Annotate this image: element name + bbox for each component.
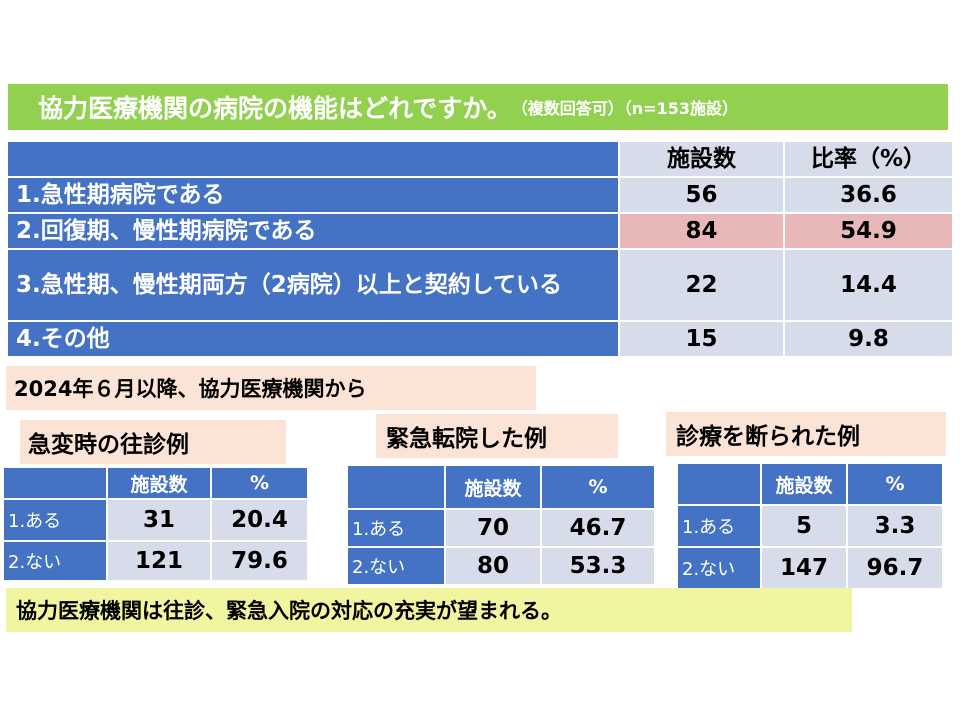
header-blank-cell bbox=[346, 464, 446, 510]
row-label: 3.急性期、慢性期両方（2病院）以上と契約している bbox=[6, 248, 620, 322]
row-pct: 96.7 bbox=[846, 546, 944, 590]
header-blank-cell bbox=[2, 466, 108, 500]
row-label: 1.急性期病院である bbox=[6, 176, 620, 214]
section-title-refused-care: 診療を断られた例 bbox=[666, 412, 946, 456]
row-count: 15 bbox=[618, 320, 785, 358]
table-row: 2.ない 121 79.6 bbox=[2, 540, 309, 582]
page-subtitle: （複数回答可）（n=153施設） bbox=[511, 99, 738, 118]
hospital-function-table: 施設数 比率（%） 1.急性期病院である 56 36.6 2.回復期、慢性期病院… bbox=[6, 140, 954, 358]
refused-care-table: 施設数 % 1.ある 5 3.3 2.ない 147 96.7 bbox=[676, 462, 944, 590]
table-row: 4.その他 15 9.8 bbox=[6, 320, 954, 358]
row-count: 5 bbox=[760, 504, 848, 548]
row-count: 22 bbox=[618, 248, 785, 322]
row-label: 1.ある bbox=[346, 508, 446, 548]
row-count: 70 bbox=[444, 508, 542, 548]
page-title: 協力医療機関の病院の機能はどれですか。 bbox=[38, 94, 512, 123]
table-header-row: 施設数 % bbox=[2, 466, 309, 500]
header-blank-cell bbox=[676, 462, 762, 506]
row-count: 80 bbox=[444, 546, 542, 586]
row-count: 31 bbox=[106, 498, 212, 542]
page-title-bar: 協力医療機関の病院の機能はどれですか。 （複数回答可）（n=153施設） bbox=[8, 84, 948, 130]
header-ratio: 比率（%） bbox=[783, 140, 954, 178]
table-row: 2.ない 80 53.3 bbox=[346, 546, 656, 586]
header-pct: % bbox=[540, 464, 656, 510]
row-label: 2.ない bbox=[2, 540, 108, 582]
section-title-house-call: 急変時の往診例 bbox=[20, 420, 286, 464]
table-row: 1.ある 70 46.7 bbox=[346, 508, 656, 548]
section-title-emergency-transfer: 緊急転院した例 bbox=[376, 414, 618, 458]
row-count: 56 bbox=[618, 176, 785, 214]
header-count: 施設数 bbox=[106, 466, 212, 500]
row-pct: 46.7 bbox=[540, 508, 656, 548]
row-ratio: 14.4 bbox=[783, 248, 954, 322]
row-count: 147 bbox=[760, 546, 848, 590]
row-ratio: 54.9 bbox=[783, 212, 954, 250]
header-pct: % bbox=[846, 462, 944, 506]
row-label: 1.ある bbox=[2, 498, 108, 542]
row-count: 121 bbox=[106, 540, 212, 582]
table-row: 1.急性期病院である 56 36.6 bbox=[6, 176, 954, 214]
row-label: 2.ない bbox=[346, 546, 446, 586]
header-count: 施設数 bbox=[444, 464, 542, 510]
row-ratio: 9.8 bbox=[783, 320, 954, 358]
table-header-row: 施設数 % bbox=[346, 464, 656, 510]
row-count: 84 bbox=[618, 212, 785, 250]
header-blank-cell bbox=[6, 140, 620, 178]
row-label: 1.ある bbox=[676, 504, 762, 548]
table-row: 1.ある 31 20.4 bbox=[2, 498, 309, 542]
table-header-row: 施設数 % bbox=[676, 462, 944, 506]
conclusion-text: 協力医療機関は往診、緊急入院の対応の充実が望まれる。 bbox=[6, 588, 852, 632]
table-row: 2.ない 147 96.7 bbox=[676, 546, 944, 590]
row-label: 4.その他 bbox=[6, 320, 620, 358]
header-count: 施設数 bbox=[618, 140, 785, 178]
header-count: 施設数 bbox=[760, 462, 848, 506]
house-call-table: 施設数 % 1.ある 31 20.4 2.ない 121 79.6 bbox=[2, 466, 309, 582]
row-label: 2.回復期、慢性期病院である bbox=[6, 212, 620, 250]
header-pct: % bbox=[210, 466, 309, 500]
row-ratio: 36.6 bbox=[783, 176, 954, 214]
period-label: 2024年６月以降、協力医療機関から bbox=[6, 366, 536, 410]
emergency-transfer-table: 施設数 % 1.ある 70 46.7 2.ない 80 53.3 bbox=[346, 464, 656, 586]
row-pct: 53.3 bbox=[540, 546, 656, 586]
table-header-row: 施設数 比率（%） bbox=[6, 140, 954, 178]
row-pct: 20.4 bbox=[210, 498, 309, 542]
row-pct: 79.6 bbox=[210, 540, 309, 582]
row-pct: 3.3 bbox=[846, 504, 944, 548]
row-label: 2.ない bbox=[676, 546, 762, 590]
table-row: 1.ある 5 3.3 bbox=[676, 504, 944, 548]
table-row: 3.急性期、慢性期両方（2病院）以上と契約している 22 14.4 bbox=[6, 248, 954, 322]
table-row-highlighted: 2.回復期、慢性期病院である 84 54.9 bbox=[6, 212, 954, 250]
